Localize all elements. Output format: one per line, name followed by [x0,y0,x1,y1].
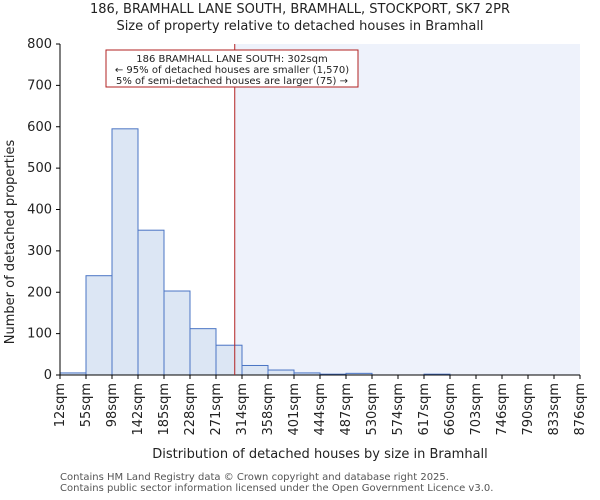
bar-55sqm [85,275,113,376]
annotation-line-2: ← 95% of detached houses are smaller (1,… [115,65,349,76]
x-axis-label: Distribution of detached houses by size … [152,447,488,462]
y-tick-label-500: 500 [27,161,52,176]
x-tick-label-617sqm: 617sqm [417,383,432,436]
chart-title-address: 186, BRAMHALL LANE SOUTH, BRAMHALL, STOC… [89,2,511,17]
bar-358sqm [267,369,295,376]
y-tick-label-600: 600 [27,120,52,135]
footer-copyright: Contains HM Land Registry data © Crown c… [60,472,449,483]
y-tick-label-700: 700 [27,78,52,93]
footer-licence: Contains public sector information licen… [60,483,494,494]
bar-314sqm [241,364,269,376]
bars-group [59,128,451,376]
x-tick-label-746sqm: 746sqm [495,383,510,436]
y-tick-label-0: 0 [44,368,52,383]
x-tick-label-98sqm: 98sqm [105,383,120,427]
bar-228sqm [189,328,217,376]
x-tick-label-185sqm: 185sqm [157,383,172,436]
y-tick-label-400: 400 [27,203,52,218]
x-axis: 12sqm 55sqm 98sqm 142sqm 185sqm 228sqm 271sqm 3… [53,375,588,436]
x-tick-label-444sqm: 444sqm [313,383,328,436]
x-tick-label-530sqm: 530sqm [365,383,380,436]
y-tick-label-300: 300 [27,244,52,259]
x-tick-label-12sqm: 12sqm [53,383,68,427]
bar-185sqm [163,290,191,376]
annotation-box [105,49,359,88]
x-tick-label-876sqm: 876sqm [573,383,588,436]
x-tick-label-790sqm: 790sqm [521,383,536,436]
bar-142sqm [137,229,165,376]
x-tick-label-574sqm: 574sqm [391,383,406,436]
x-tick-label-833sqm: 833sqm [547,383,562,436]
larger-region-highlight [234,44,580,375]
bar-98sqm [111,128,139,376]
chart-title: Size of property relative to detached ho… [116,19,484,34]
bar-271sqm [215,344,243,376]
x-tick-label-660sqm: 660sqm [443,383,458,436]
x-tick-label-401sqm: 401sqm [287,383,302,436]
y-tick-label-100: 100 [27,327,52,342]
annotation-line-3: 5% of semi-detached houses are larger (7… [116,76,348,87]
y-tick-label-800: 800 [27,37,52,52]
x-tick-label-55sqm: 55sqm [79,383,94,427]
bar-chart: 0 100 200 300 400 500 600 700 800 12sqm 55sqm 98sq… [3,37,588,462]
y-axis: 0 100 200 300 400 500 600 700 800 [27,37,580,383]
x-tick-label-314sqm: 314sqm [235,383,250,436]
x-tick-label-228sqm: 228sqm [183,383,198,436]
y-axis-label: Number of detached properties [3,140,18,345]
y-tick-label-200: 200 [27,285,52,300]
annotation-line-1: 186 BRAMHALL LANE SOUTH: 302sqm [136,54,328,65]
x-tick-label-142sqm: 142sqm [131,383,146,436]
x-tick-label-271sqm: 271sqm [209,383,224,436]
x-tick-label-703sqm: 703sqm [469,383,484,436]
x-tick-label-487sqm: 487sqm [339,383,354,436]
x-tick-label-358sqm: 358sqm [261,383,276,436]
